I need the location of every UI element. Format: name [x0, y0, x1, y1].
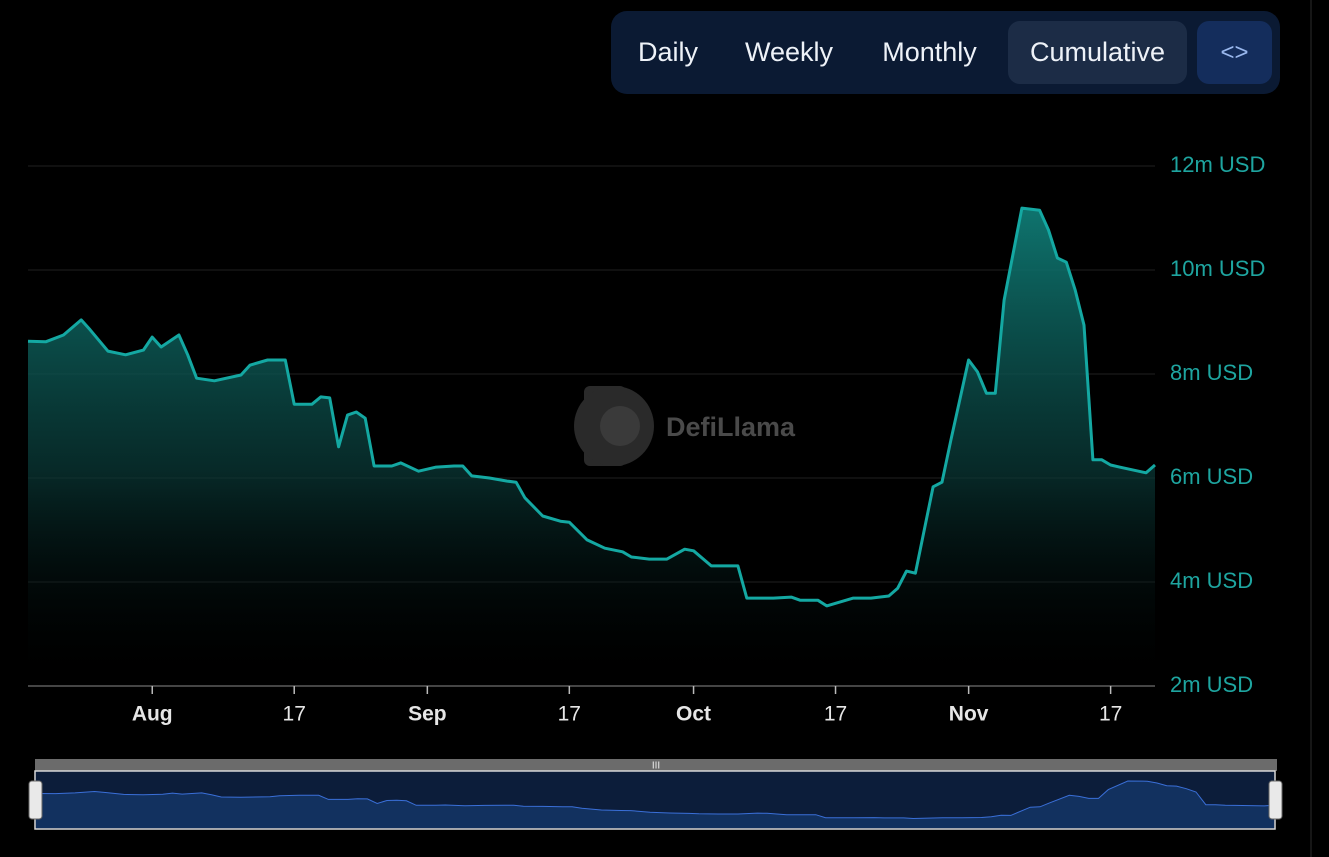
x-tick-label: Aug [132, 703, 173, 726]
watermark: DefiLlama [574, 386, 796, 466]
brush-bar[interactable] [35, 759, 1277, 771]
y-tick-label: 12m USD [1170, 152, 1265, 177]
brush-grip: III [652, 761, 660, 772]
y-tick-label: 10m USD [1170, 256, 1265, 281]
view-tabs: Daily Weekly Monthly Cumulative <> [611, 11, 1280, 94]
brush-handle-right[interactable] [1268, 780, 1283, 820]
x-tick-label: 17 [283, 703, 306, 726]
watermark-text: DefiLlama [666, 412, 796, 442]
tab[interactable]: Cumulative [1008, 21, 1187, 84]
navigator-area [36, 781, 1274, 828]
tab[interactable]: Monthly [882, 37, 977, 67]
x-tick-label: 17 [1099, 703, 1122, 726]
y-tick-label: 2m USD [1170, 672, 1253, 697]
y-tick-label: 8m USD [1170, 360, 1253, 385]
tab[interactable]: Daily [637, 37, 698, 67]
series-line [27, 206, 1156, 608]
x-tick-label: 17 [824, 703, 847, 726]
brush-handle-left[interactable] [28, 780, 43, 820]
x-tick-label: Nov [949, 703, 989, 726]
embed-button[interactable]: <> [1197, 21, 1272, 84]
y-tick-label: 6m USD [1170, 464, 1253, 489]
x-tick-label: Oct [676, 703, 711, 726]
area-fill [28, 208, 1155, 686]
y-tick-label: 4m USD [1170, 568, 1253, 593]
tab[interactable]: Weekly [744, 37, 834, 67]
scrollbar-edge [1310, 0, 1312, 857]
x-tick-label: Sep [408, 703, 447, 726]
x-tick-label: 17 [558, 703, 581, 726]
navigator-line [35, 780, 1275, 820]
